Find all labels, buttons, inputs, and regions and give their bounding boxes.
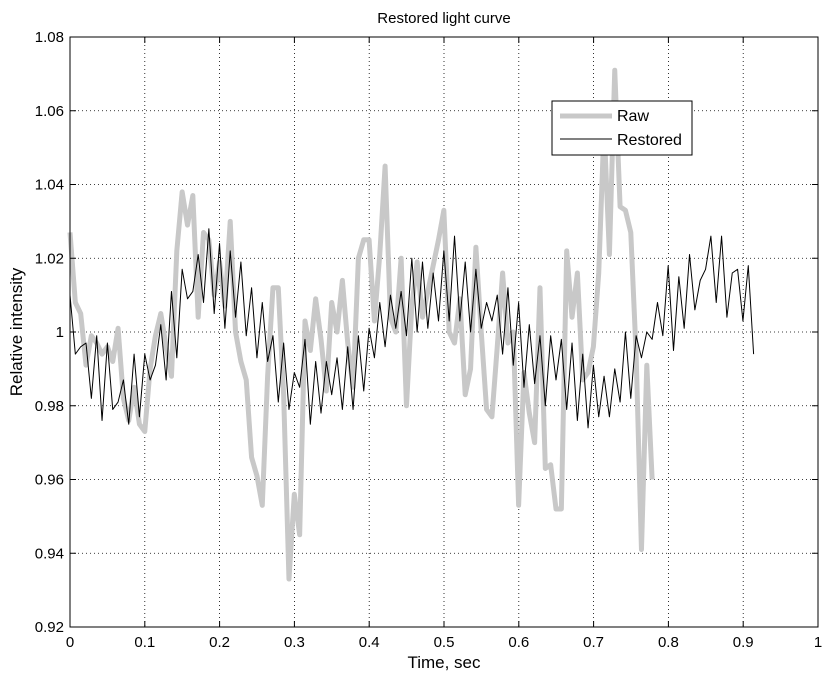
x-axis-label: Time, sec xyxy=(407,653,481,672)
y-tick-label: 1 xyxy=(56,324,64,341)
y-tick-label: 0.92 xyxy=(35,619,64,636)
x-tick-label: 0 xyxy=(66,634,74,651)
y-tick-label: 1.08 xyxy=(35,29,64,46)
x-tick-label: 0.1 xyxy=(134,634,155,651)
series-line-raw xyxy=(67,67,655,582)
legend: Raw Restored xyxy=(551,100,693,156)
legend-label-raw: Raw xyxy=(617,108,649,125)
x-tick-label: 0.8 xyxy=(658,634,679,651)
x-tick-label: 1 xyxy=(814,634,822,651)
y-tick-label: 0.94 xyxy=(35,545,64,562)
y-tick-label: 0.98 xyxy=(35,398,64,415)
x-tick-label: 0.6 xyxy=(508,634,529,651)
x-tick-label: 0.5 xyxy=(434,634,455,651)
x-tick-label: 0.9 xyxy=(733,634,754,651)
series-layer xyxy=(67,67,755,582)
x-tick-label: 0.2 xyxy=(209,634,230,651)
x-tick-label: 0.7 xyxy=(583,634,604,651)
y-tick-label: 1.06 xyxy=(35,103,64,120)
y-tick-label: 1.04 xyxy=(35,177,64,194)
y-axis-label: Relative intensity xyxy=(7,267,26,396)
ticks: 0 0.1 0.2 0.3 0.4 0.5 0.6 0.7 0.8 0.9 1 0.92 0.94 0.9… xyxy=(35,29,822,651)
legend-label-restored: Restored xyxy=(617,132,682,149)
y-tick-label: 0.96 xyxy=(35,472,64,489)
series-line-restored xyxy=(69,228,755,429)
y-tick-label: 1.02 xyxy=(35,250,64,267)
legend-box xyxy=(551,100,693,156)
x-tick-label: 0.3 xyxy=(284,634,305,651)
chart-title: Restored light curve xyxy=(377,10,510,27)
x-tick-label: 0.4 xyxy=(359,634,380,651)
